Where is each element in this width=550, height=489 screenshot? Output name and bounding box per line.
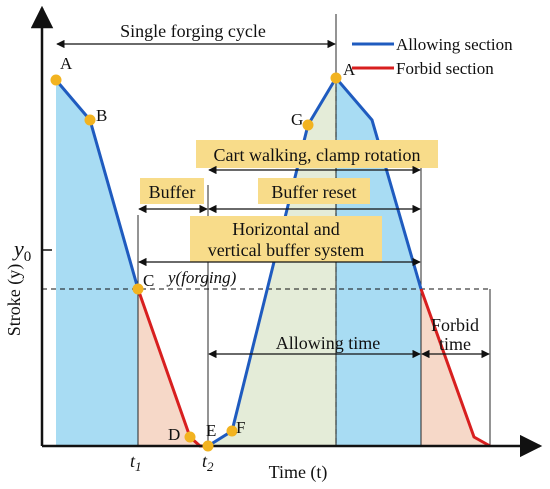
point-E — [202, 440, 214, 452]
allowing-time-label: Allowing time — [276, 333, 381, 353]
point-label-A: A — [60, 54, 73, 73]
t2-label: t2 — [202, 451, 214, 474]
point-A — [50, 74, 62, 86]
buffer-highlight — [140, 178, 204, 204]
forbid-region-right — [421, 289, 490, 446]
point-label-A-peak: A — [343, 60, 356, 79]
point-C — [132, 283, 144, 295]
x-axis-label: Time (t) — [269, 462, 328, 483]
point-label-G: G — [291, 110, 303, 129]
point-A-peak — [330, 72, 342, 84]
point-label-C: C — [143, 271, 154, 290]
cart-walking-highlight — [196, 140, 438, 168]
y-axis-label: Stroke (y) — [4, 264, 25, 336]
buffer-reset-highlight — [258, 178, 370, 204]
buffer-reset-label: Buffer reset — [271, 182, 356, 202]
forging-level-label: y(forging) — [166, 268, 237, 287]
cycle-label: Single forging cycle — [120, 21, 266, 41]
forbid-time-label-line1: Forbid — [431, 315, 479, 335]
buffer-system-highlight — [190, 216, 382, 262]
point-B — [84, 114, 96, 126]
y0-label: y0 — [12, 236, 31, 265]
forbid-time-label-line2: time — [439, 334, 471, 354]
legend-allowing-label: Allowing section — [396, 35, 513, 54]
t2-symbol: t — [202, 451, 208, 471]
t1-label: t1 — [130, 451, 142, 474]
point-G — [302, 119, 314, 131]
point-label-E: E — [206, 421, 216, 440]
t2-subscript: 2 — [207, 459, 214, 474]
t1-symbol: t — [130, 451, 136, 471]
allowing-region-left — [56, 80, 138, 446]
y0-subscript: 0 — [24, 249, 32, 265]
point-label-D: D — [168, 425, 180, 444]
point-F — [226, 425, 238, 437]
y0-symbol: y — [12, 236, 24, 261]
legend-forbid-label: Forbid section — [396, 59, 494, 78]
point-label-B: B — [96, 106, 107, 125]
buffer-system-label-line2: vertical buffer system — [208, 240, 365, 260]
point-D — [184, 431, 196, 443]
t1-subscript: 1 — [135, 459, 142, 474]
cart-walking-label: Cart walking, clamp rotation — [214, 145, 421, 165]
buffer-label: Buffer — [149, 182, 196, 202]
stroke-curve-descent-forbid-2 — [419, 288, 491, 448]
buffer-system-label-line1: Horizontal and — [232, 219, 339, 239]
forbid-region-left — [138, 289, 200, 446]
point-label-F: F — [236, 418, 245, 437]
